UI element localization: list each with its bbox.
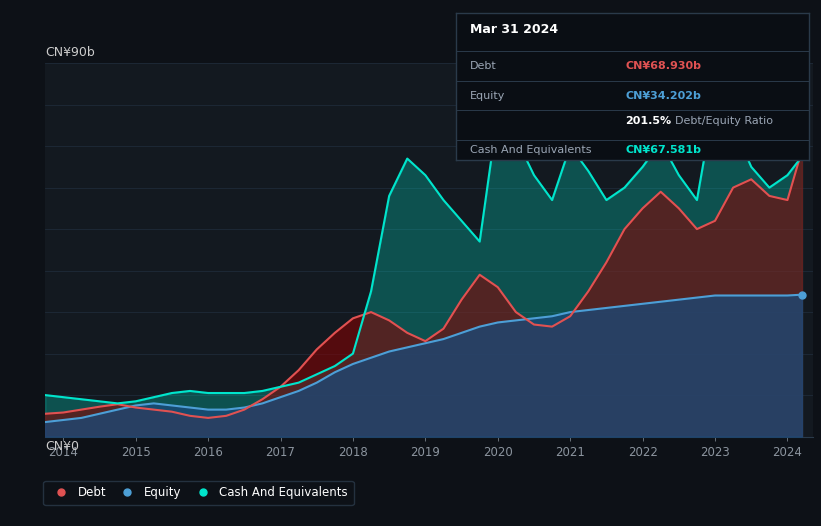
Legend: Debt, Equity, Cash And Equivalents: Debt, Equity, Cash And Equivalents [44,481,354,505]
Text: CN¥90b: CN¥90b [45,46,95,59]
Text: Cash And Equivalents: Cash And Equivalents [470,145,591,155]
Text: Debt: Debt [470,61,497,71]
Text: Equity: Equity [470,90,505,100]
Text: CN¥0: CN¥0 [45,440,79,453]
Text: Debt/Equity Ratio: Debt/Equity Ratio [675,116,773,126]
Text: CN¥68.930b: CN¥68.930b [625,61,701,71]
Text: Mar 31 2024: Mar 31 2024 [470,24,558,36]
Text: CN¥67.581b: CN¥67.581b [625,145,701,155]
Text: 201.5%: 201.5% [625,116,672,126]
Text: CN¥34.202b: CN¥34.202b [625,90,701,100]
